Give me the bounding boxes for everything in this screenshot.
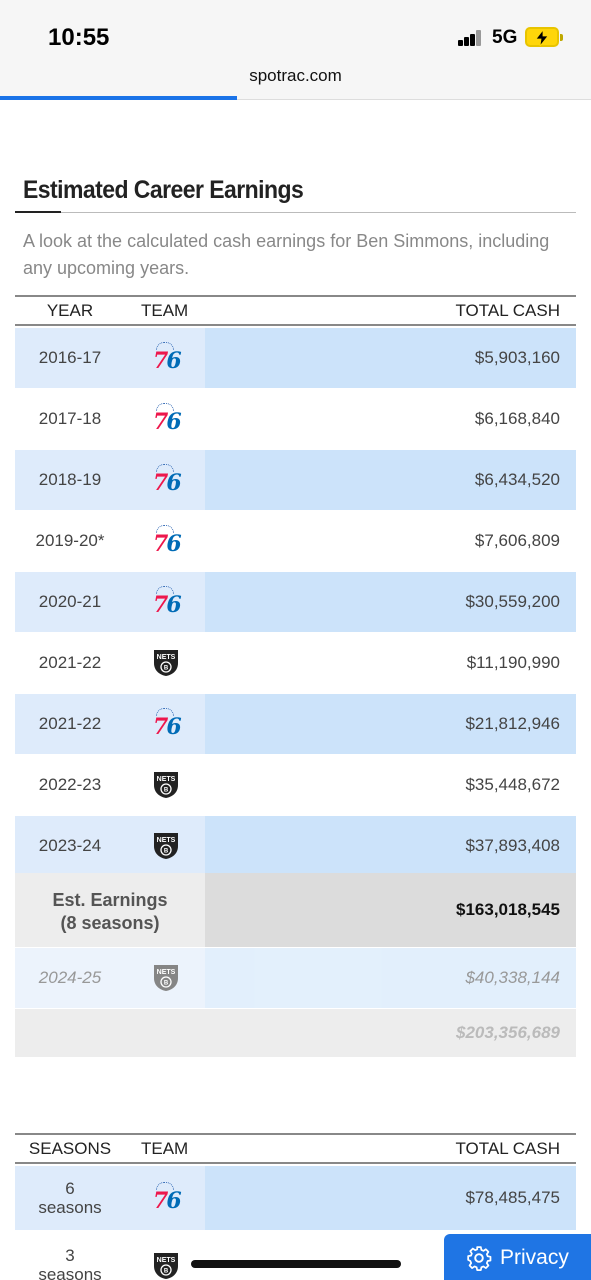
svg-text:NETS: NETS (157, 654, 176, 661)
season-year: 2016-17 (38, 348, 102, 367)
svg-text:B: B (164, 788, 169, 794)
season-cash: $30,559,200 (465, 592, 560, 611)
nets-icon[interactable]: NETS B (152, 771, 180, 799)
section-divider (15, 212, 576, 213)
svg-text:NETS: NETS (157, 1257, 176, 1264)
season-year: 2020-21 (38, 592, 102, 611)
team-table-header: SEASONS TEAM TOTAL CASH (15, 1133, 576, 1164)
team-row: 6 seasons 76 $78,485,475 (15, 1166, 576, 1230)
team-total-cash: $78,485,475 (465, 1188, 560, 1207)
earnings-row: 2016-17 76 $5,903,160 (15, 328, 576, 388)
network-type: 5G (492, 27, 518, 48)
svg-text:B: B (164, 981, 169, 987)
status-time: 10:55 (48, 24, 110, 51)
svg-text:B: B (164, 1269, 169, 1275)
earnings-table-header: YEAR TEAM TOTAL CASH (15, 295, 576, 326)
section-divider-accent (15, 211, 61, 213)
privacy-button[interactable]: Privacy (444, 1234, 591, 1280)
season-cash: $35,448,672 (465, 775, 560, 794)
76ers-icon[interactable]: 76 (152, 586, 182, 616)
earnings-row: 2022-23 NETS B $35,448,672 (15, 755, 576, 815)
team-row: 3 seasons NETS B (15, 1230, 576, 1280)
section-subtitle: A look at the calculated cash earnings f… (23, 231, 550, 278)
season-cash: $21,812,946 (465, 714, 560, 733)
header-seasons: SEASONS (28, 1139, 112, 1158)
header-team: TEAM (141, 1139, 189, 1158)
header-total-cash: TOTAL CASH (455, 301, 560, 320)
season-cash: $37,893,408 (465, 836, 560, 855)
nets-icon[interactable]: NETS B (152, 649, 180, 677)
seasons-count: 3 (65, 1246, 75, 1265)
nets-icon[interactable]: NETS B (152, 832, 180, 860)
est-earnings-seasons: (8 seasons) (60, 913, 160, 933)
privacy-label: Privacy (500, 1246, 569, 1269)
76ers-icon[interactable]: 76 (152, 342, 182, 372)
future-season-row: 2024-25 NETS B $40,338,144 (15, 948, 576, 1008)
season-year: 2023-24 (38, 836, 102, 855)
url-text[interactable]: spotrac.com (249, 66, 342, 85)
season-cash: $6,168,840 (474, 409, 560, 428)
season-cash: $5,903,160 (474, 348, 560, 367)
svg-text:NETS: NETS (157, 969, 176, 976)
76ers-icon[interactable]: 76 (152, 464, 182, 494)
page-load-progress (0, 96, 237, 100)
team-breakdown-table: SEASONS TEAM TOTAL CASH 6 seasons 76 $78… (15, 1133, 576, 1280)
earnings-row: 2021-22 76 $21,812,946 (15, 694, 576, 754)
future-year: 2024-25 (38, 968, 102, 987)
earnings-row: 2019-20* 76 $7,606,809 (15, 511, 576, 571)
est-earnings-row: Est. Earnings (8 seasons) $163,018,545 (15, 873, 576, 947)
gear-icon (467, 1246, 492, 1271)
section-title: Estimated Career Earnings (23, 176, 304, 204)
est-earnings-label: Est. Earnings (52, 890, 168, 910)
earnings-row: 2021-22 NETS B $11,190,990 (15, 633, 576, 693)
season-year: 2021-22 (38, 714, 102, 733)
season-year: 2019-20* (35, 531, 105, 550)
season-year: 2022-23 (38, 775, 102, 794)
home-indicator[interactable] (191, 1260, 401, 1268)
seasons-count: 6 (65, 1179, 75, 1198)
earnings-row: 2018-19 76 $6,434,520 (15, 450, 576, 510)
76ers-icon[interactable]: 76 (152, 403, 182, 433)
earnings-table: YEAR TEAM TOTAL CASH 2016-17 76 $5,903,160… (15, 295, 576, 1059)
nets-icon[interactable]: NETS B (152, 964, 180, 992)
season-year: 2017-18 (38, 409, 102, 428)
76ers-icon[interactable]: 76 (152, 708, 182, 738)
battery-charging-icon (525, 27, 563, 47)
earnings-row: 2020-21 76 $30,559,200 (15, 572, 576, 632)
nets-icon[interactable]: NETS B (152, 1252, 180, 1280)
browser-url-bar[interactable]: spotrac.com (0, 60, 591, 100)
earnings-row: 2017-18 76 $6,168,840 (15, 389, 576, 449)
est-earnings-total: $163,018,545 (456, 900, 560, 919)
svg-text:B: B (164, 666, 169, 672)
season-cash: $6,434,520 (474, 470, 560, 489)
header-total-cash: TOTAL CASH (455, 1139, 560, 1158)
earnings-row: 2023-24 NETS B $37,893,408 (15, 816, 576, 876)
header-team: TEAM (141, 301, 189, 320)
76ers-icon[interactable]: 76 (152, 525, 182, 555)
season-cash: $11,190,990 (466, 653, 560, 672)
76ers-icon[interactable]: 76 (152, 1182, 182, 1212)
svg-text:NETS: NETS (157, 837, 176, 844)
header-year: YEAR (46, 301, 94, 320)
svg-text:B: B (164, 849, 169, 855)
signal-icon (458, 30, 484, 46)
seasons-word: seasons (38, 1198, 102, 1217)
season-year: 2021-22 (38, 653, 102, 672)
future-cash: $40,338,144 (465, 968, 560, 987)
grand-total-row: $203,356,689 (15, 1009, 576, 1057)
status-bar: 10:55 5G (0, 0, 591, 60)
seasons-word: seasons (38, 1265, 102, 1280)
season-cash: $7,606,809 (474, 531, 560, 550)
grand-total-cash: $203,356,689 (456, 1023, 560, 1042)
season-year: 2018-19 (38, 470, 102, 489)
svg-text:NETS: NETS (157, 776, 176, 783)
